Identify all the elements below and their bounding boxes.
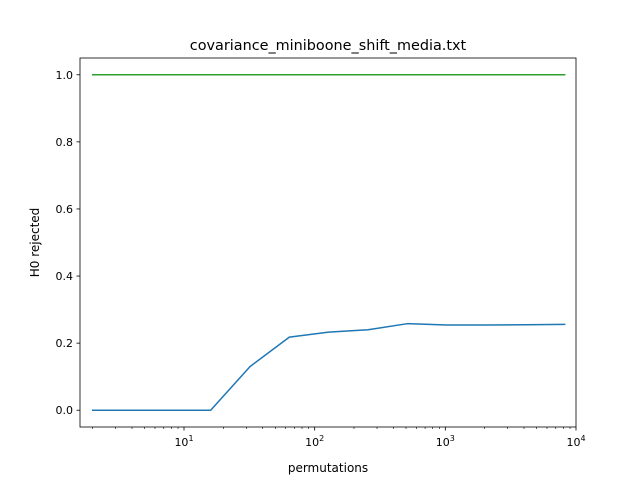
x-tick-exponent: 3 xyxy=(450,434,455,443)
x-tick-label: 102 xyxy=(305,434,324,449)
x-axis-label: permutations xyxy=(288,461,368,475)
x-tick-exponent: 2 xyxy=(319,434,324,443)
x-tick-base: 10 xyxy=(566,436,580,449)
x-tick-base: 10 xyxy=(305,436,319,449)
x-tick-exponent: 4 xyxy=(580,434,585,443)
axes-frame xyxy=(79,57,577,428)
x-tick-label: 101 xyxy=(174,434,193,449)
y-tick-label: 0.4 xyxy=(56,270,74,283)
y-tick-label: 0.0 xyxy=(56,404,74,417)
y-tick-label: 0.6 xyxy=(56,203,74,216)
chart-title: covariance_miniboone_shift_media.txt xyxy=(190,38,467,54)
y-tick-label: 1.0 xyxy=(56,69,74,82)
y-axis-label: H0 rejected xyxy=(28,208,42,278)
x-tick-base: 10 xyxy=(174,436,188,449)
x-tick-base: 10 xyxy=(436,436,450,449)
x-tick-exponent: 1 xyxy=(188,434,193,443)
series-line-0 xyxy=(91,322,566,411)
y-tick-label: 0.8 xyxy=(56,136,74,149)
x-tick-label: 104 xyxy=(566,434,585,449)
x-tick-label: 103 xyxy=(436,434,455,449)
y-tick-label: 0.2 xyxy=(56,337,74,350)
